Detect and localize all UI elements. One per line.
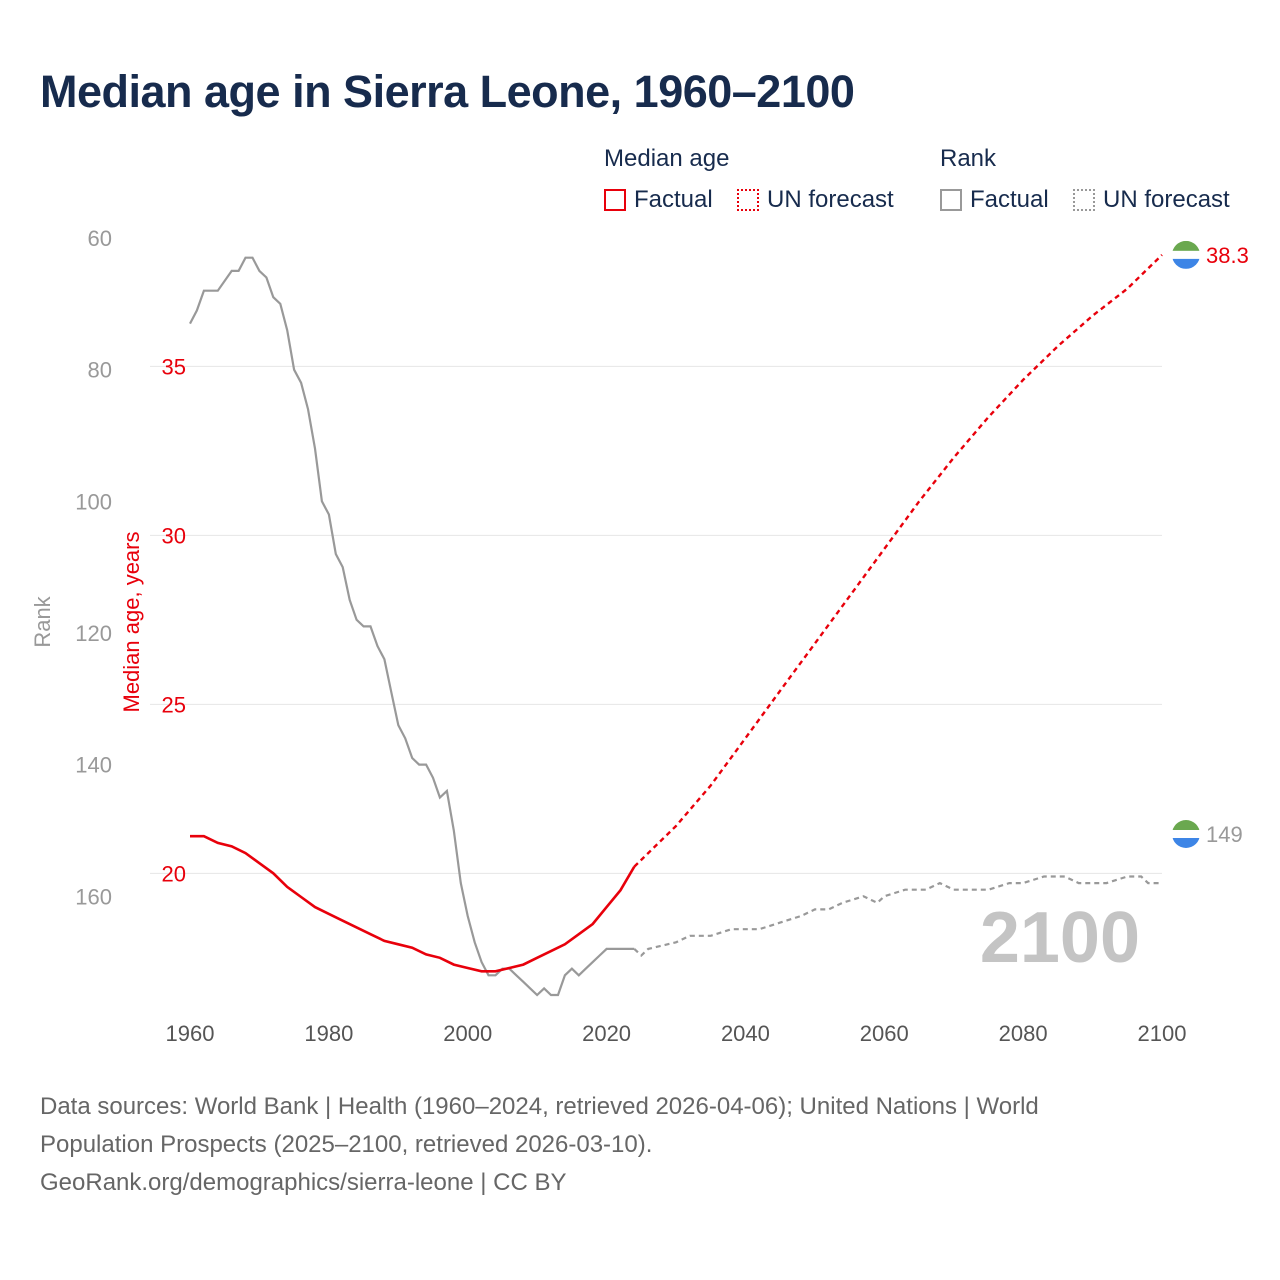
x-tick-label: 2000 (443, 1021, 492, 1046)
rank-tick-label: 160 (75, 884, 112, 909)
rank-forecast-line (633, 875, 1162, 958)
rank-tick-label: 120 (75, 621, 112, 646)
x-tick-label: 2060 (860, 1021, 909, 1046)
x-tick-label: 2040 (721, 1021, 770, 1046)
rank-tick-label: 140 (75, 753, 112, 778)
rank-tick-label: 80 (88, 358, 112, 383)
x-tick-label: 1980 (304, 1021, 353, 1046)
legend-median-age-factual[interactable]: Factual (604, 186, 713, 214)
grid-lines (150, 365, 1162, 874)
median-age-axis-label: Median age, years (119, 532, 144, 713)
median-age-series (190, 254, 1163, 973)
legend-swatch-icon (604, 189, 626, 211)
median-age-forecast-line (633, 254, 1163, 868)
x-tick-label: 2080 (999, 1021, 1048, 1046)
rank-factual-line (189, 256, 635, 997)
sierra-leone-flag-icon (1172, 820, 1200, 848)
legend-swatch-icon (1073, 189, 1095, 211)
legend-label: Factual (970, 186, 1049, 213)
legend-median-age-title: Median age (604, 145, 730, 172)
year-watermark: 2100 (980, 898, 1140, 978)
legend-median-age-forecast[interactable]: UN forecast (737, 186, 894, 214)
rank-tick-label: 100 (75, 489, 112, 514)
sierra-leone-flag-icon (1172, 240, 1200, 269)
axis-ticks: 20 25 30 35 60 80 100 120 140 160 1960 1980 2000 2020… (75, 226, 1186, 1046)
flag-white-band (1172, 830, 1200, 838)
x-tick-label: 1960 (166, 1021, 215, 1046)
flag-green-band (1172, 820, 1200, 830)
legend-rank-forecast[interactable]: UN forecast (1073, 186, 1230, 214)
legend-label: UN forecast (767, 186, 894, 213)
legend-label: Factual (634, 186, 713, 213)
flag-blue-band (1172, 838, 1200, 848)
rank-end-label: 149 (1206, 822, 1243, 847)
median-age-factual-line (190, 834, 636, 973)
source-note: Data sources: World Bank | Health (1960–… (40, 1088, 1220, 1202)
legend-swatch-icon (737, 189, 759, 211)
rank-tick-label: 60 (88, 226, 112, 251)
source-line-1: Data sources: World Bank | Health (1960–… (40, 1093, 1039, 1120)
legend-label: UN forecast (1103, 186, 1230, 213)
x-tick-label: 2100 (1138, 1021, 1187, 1046)
age-tick-label: 35 (162, 354, 186, 379)
legend-rank-title: Rank (940, 145, 997, 172)
rank-series (189, 256, 1162, 997)
age-tick-label: 30 (162, 523, 186, 548)
median-age-end-label: 38.3 (1206, 243, 1249, 268)
flag-white-band (1172, 250, 1200, 259)
chart-title: Median age in Sierra Leone, 1960–2100 (40, 66, 855, 117)
flag-blue-band (1172, 258, 1200, 269)
source-line-3: GeoRank.org/demographics/sierra-leone | … (40, 1169, 567, 1196)
age-tick-label: 20 (162, 861, 186, 886)
source-line-2: Population Prospects (2025–2100, retriev… (40, 1131, 653, 1158)
x-tick-label: 2020 (582, 1021, 631, 1046)
flag-green-band (1172, 240, 1200, 251)
legend-swatch-icon (940, 189, 962, 211)
rank-axis-label: Rank (30, 595, 55, 647)
legend-rank-factual[interactable]: Factual (940, 186, 1049, 214)
age-tick-label: 25 (162, 692, 186, 717)
